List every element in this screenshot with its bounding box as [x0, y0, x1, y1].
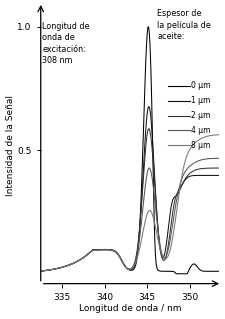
X-axis label: Longitud de onda / nm: Longitud de onda / nm — [79, 304, 181, 314]
Text: 1 μm: 1 μm — [191, 96, 210, 105]
Text: 0 μm: 0 μm — [191, 81, 210, 91]
Y-axis label: Intensidad de la Señal: Intensidad de la Señal — [6, 95, 15, 196]
Text: 8 μm: 8 μm — [191, 141, 210, 150]
Text: Longitud de
onda de
excitación:
308 nm: Longitud de onda de excitación: 308 nm — [43, 22, 90, 65]
Text: Espesor de
la película de
aceite:: Espesor de la película de aceite: — [157, 9, 211, 41]
Text: 4 μm: 4 μm — [191, 126, 210, 135]
Text: 2 μm: 2 μm — [191, 111, 210, 120]
